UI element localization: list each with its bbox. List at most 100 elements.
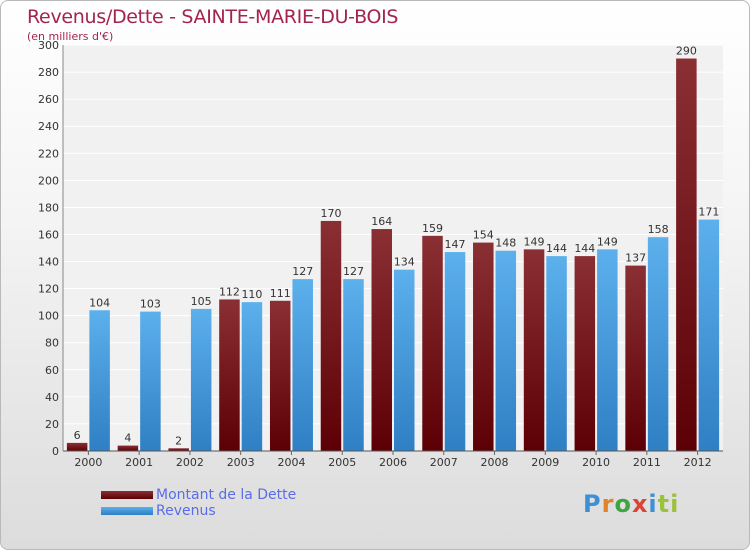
data-label-dette: 154 xyxy=(473,229,494,242)
y-tick-label: 280 xyxy=(38,66,59,79)
bar-layer xyxy=(66,58,720,452)
bar-dette xyxy=(676,58,697,452)
data-label-revenus: 149 xyxy=(597,235,618,248)
logo-letter: i xyxy=(648,490,658,518)
data-label-dette: 159 xyxy=(422,222,443,235)
plot-background xyxy=(63,45,723,451)
bar-dette xyxy=(422,235,443,451)
bar-dette xyxy=(473,242,494,451)
chart-title: Revenus/Dette - SAINTE-MARIE-DU-BOIS xyxy=(27,6,399,28)
y-tick-label: 220 xyxy=(38,147,59,160)
logo-letter: r xyxy=(601,490,615,518)
y-tick-label: 60 xyxy=(45,364,59,377)
data-label-revenus: 134 xyxy=(394,256,415,269)
logo-letter: x xyxy=(631,490,649,518)
x-tick-label: 2010 xyxy=(582,456,610,469)
legend-label-dette: Montant de la Dette xyxy=(156,487,297,503)
y-tick-label: 100 xyxy=(38,310,59,323)
data-label-dette: 6 xyxy=(74,429,81,442)
y-tick-label: 0 xyxy=(52,445,59,458)
data-label-dette: 111 xyxy=(270,287,291,300)
data-label-revenus: 147 xyxy=(445,238,466,251)
data-label-dette: 112 xyxy=(219,285,240,298)
legend-swatch-revenus xyxy=(101,507,153,515)
grid-layer xyxy=(63,44,723,452)
y-tick-label: 240 xyxy=(38,120,59,133)
chart-subtitle: (en milliers d'€) xyxy=(27,30,114,43)
data-label-revenus: 144 xyxy=(546,242,567,255)
bar-dette xyxy=(371,229,392,451)
bar-revenus xyxy=(140,311,161,451)
data-label-dette: 4 xyxy=(124,432,131,445)
data-label-revenus: 103 xyxy=(140,298,161,311)
data-label-revenus: 158 xyxy=(648,223,669,236)
bar-revenus xyxy=(597,249,618,451)
x-tick-label: 2004 xyxy=(277,456,305,469)
x-tick-label: 2006 xyxy=(379,456,407,469)
data-label-revenus: 110 xyxy=(241,288,262,301)
logo-letter: P xyxy=(583,490,602,518)
x-tick-label: 2012 xyxy=(684,456,712,469)
bar-revenus xyxy=(647,237,669,451)
bar-dette xyxy=(117,445,139,451)
y-tick-label: 300 xyxy=(38,39,59,52)
data-label-dette: 2 xyxy=(175,434,182,447)
bar-dette xyxy=(219,299,240,451)
data-label-revenus: 127 xyxy=(343,265,364,278)
bar-dette xyxy=(168,448,189,451)
y-tick-label: 160 xyxy=(38,228,59,241)
x-tick-label: 2005 xyxy=(328,456,356,469)
x-tick-label: 2002 xyxy=(176,456,204,469)
logo-letter: ti xyxy=(657,490,680,518)
data-label-dette: 137 xyxy=(625,252,646,265)
logo-letter: o xyxy=(614,490,632,518)
bar-revenus xyxy=(698,219,720,451)
y-tick-label: 200 xyxy=(38,174,59,187)
bar-revenus xyxy=(495,250,517,451)
x-tick-label: 2009 xyxy=(531,456,559,469)
data-label-dette: 164 xyxy=(371,215,392,228)
bar-dette xyxy=(320,220,342,451)
bar-revenus xyxy=(241,302,263,451)
bar-revenus xyxy=(89,310,110,451)
y-tick-label: 80 xyxy=(45,337,59,350)
data-label-revenus: 148 xyxy=(495,237,516,250)
bar-dette xyxy=(523,249,545,451)
data-label-dette: 149 xyxy=(524,235,545,248)
bar-revenus xyxy=(394,269,415,451)
y-tick-label: 40 xyxy=(45,391,59,404)
x-tick-label: 2003 xyxy=(227,456,255,469)
bar-revenus xyxy=(190,308,212,451)
y-tick-label: 180 xyxy=(38,201,59,214)
bar-dette xyxy=(66,442,88,451)
x-tick-label: 2000 xyxy=(74,456,102,469)
data-label-revenus: 127 xyxy=(292,265,313,278)
data-label-revenus: 171 xyxy=(698,206,719,219)
bar-dette xyxy=(269,300,291,451)
data-label-revenus: 105 xyxy=(191,295,212,308)
axis-layer: 0 20 40 60 80 100 120 140 160 180 200 220 240 260 280 3… xyxy=(38,39,723,469)
data-label-dette: 144 xyxy=(574,242,595,255)
bar-revenus xyxy=(444,252,466,451)
y-tick-label: 120 xyxy=(38,283,59,296)
data-label-revenus: 104 xyxy=(89,296,110,309)
bar-dette xyxy=(574,256,596,451)
bar-revenus xyxy=(343,279,364,451)
proxiti-logo: Proxiti xyxy=(583,490,679,518)
x-tick-label: 2008 xyxy=(481,456,509,469)
data-label-dette: 170 xyxy=(320,207,341,220)
y-tick-label: 140 xyxy=(38,256,59,269)
x-tick-label: 2011 xyxy=(633,456,661,469)
legend-swatch-dette xyxy=(101,491,153,499)
y-tick-label: 20 xyxy=(45,418,59,431)
y-tick-label: 260 xyxy=(38,93,59,106)
bar-revenus xyxy=(292,279,313,451)
bar-revenus xyxy=(546,256,567,451)
x-tick-label: 2001 xyxy=(125,456,153,469)
data-label-dette: 290 xyxy=(676,45,697,58)
bar-dette xyxy=(625,265,646,451)
x-tick-label: 2007 xyxy=(430,456,458,469)
